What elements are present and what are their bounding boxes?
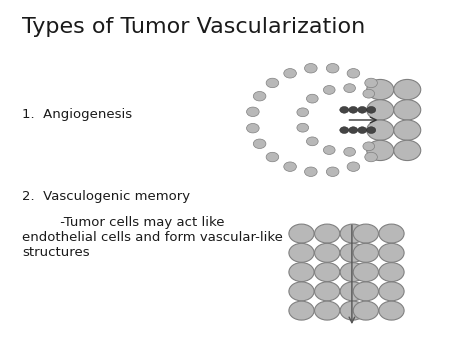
Circle shape xyxy=(353,243,378,262)
Circle shape xyxy=(247,107,259,117)
Text: 1.  Angiogenesis: 1. Angiogenesis xyxy=(22,108,133,121)
Circle shape xyxy=(284,69,297,78)
Circle shape xyxy=(394,120,421,140)
Circle shape xyxy=(253,92,266,101)
Circle shape xyxy=(289,243,314,262)
Circle shape xyxy=(349,106,358,113)
Circle shape xyxy=(326,167,339,176)
Circle shape xyxy=(394,100,421,120)
Circle shape xyxy=(297,108,309,117)
Circle shape xyxy=(363,142,374,151)
Circle shape xyxy=(315,243,340,262)
Circle shape xyxy=(266,152,279,162)
Circle shape xyxy=(344,84,356,93)
Circle shape xyxy=(289,224,314,243)
Circle shape xyxy=(347,162,360,171)
Circle shape xyxy=(379,301,404,320)
Circle shape xyxy=(284,162,297,171)
Circle shape xyxy=(340,224,365,243)
Circle shape xyxy=(253,139,266,148)
Circle shape xyxy=(305,167,317,176)
Circle shape xyxy=(340,243,365,262)
Circle shape xyxy=(394,140,421,161)
Circle shape xyxy=(367,127,376,134)
Circle shape xyxy=(297,123,309,132)
Circle shape xyxy=(324,146,335,154)
Circle shape xyxy=(379,282,404,301)
Circle shape xyxy=(353,282,378,301)
Circle shape xyxy=(367,79,394,100)
Circle shape xyxy=(344,147,356,156)
Circle shape xyxy=(367,140,394,161)
Circle shape xyxy=(379,224,404,243)
Circle shape xyxy=(394,79,421,100)
Circle shape xyxy=(305,64,317,73)
Text: 2.  Vasculogenic memory: 2. Vasculogenic memory xyxy=(22,190,191,202)
Text: Types of Tumor Vascularization: Types of Tumor Vascularization xyxy=(22,17,366,37)
Circle shape xyxy=(289,263,314,282)
Circle shape xyxy=(340,263,365,282)
Text: -Tumor cells may act like
endothelial cells and form vascular-like
structures: -Tumor cells may act like endothelial ce… xyxy=(22,216,284,259)
Circle shape xyxy=(347,69,360,78)
Circle shape xyxy=(289,301,314,320)
Circle shape xyxy=(365,78,378,88)
Circle shape xyxy=(326,64,339,73)
Circle shape xyxy=(379,263,404,282)
Circle shape xyxy=(340,127,349,134)
Circle shape xyxy=(353,224,378,243)
Circle shape xyxy=(306,94,318,103)
Circle shape xyxy=(315,224,340,243)
Circle shape xyxy=(367,120,394,140)
Circle shape xyxy=(379,243,404,262)
Circle shape xyxy=(358,127,367,134)
Circle shape xyxy=(367,100,394,120)
Circle shape xyxy=(315,301,340,320)
Circle shape xyxy=(349,127,358,134)
Circle shape xyxy=(315,282,340,301)
Circle shape xyxy=(365,152,378,162)
Circle shape xyxy=(358,106,367,113)
Circle shape xyxy=(340,282,365,301)
Circle shape xyxy=(247,123,259,133)
Circle shape xyxy=(367,106,376,113)
Circle shape xyxy=(289,282,314,301)
Circle shape xyxy=(363,89,374,98)
Circle shape xyxy=(353,263,378,282)
Circle shape xyxy=(353,301,378,320)
Circle shape xyxy=(340,301,365,320)
Circle shape xyxy=(266,78,279,88)
Circle shape xyxy=(324,86,335,94)
Circle shape xyxy=(340,106,349,113)
Circle shape xyxy=(306,137,318,146)
Circle shape xyxy=(315,263,340,282)
